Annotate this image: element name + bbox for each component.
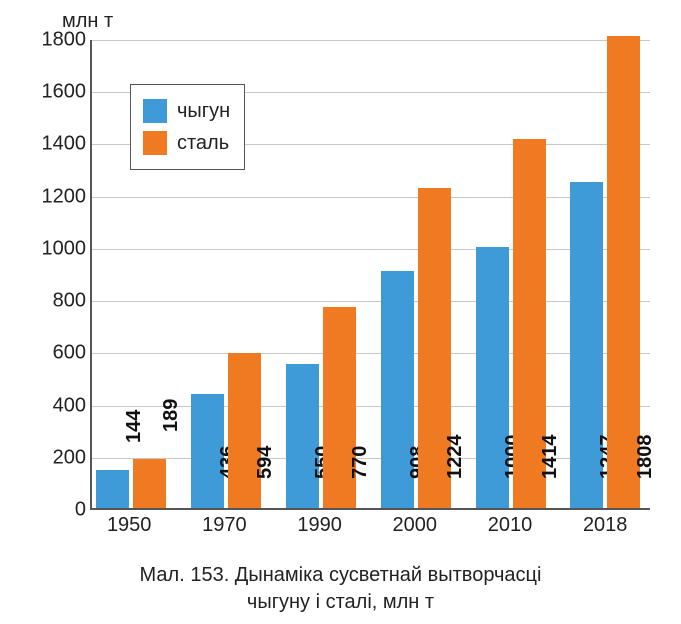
bar-group: 144189 <box>96 459 166 508</box>
y-tick-label: 400 <box>53 394 86 417</box>
legend-item: сталь <box>143 127 230 159</box>
bar: 144 <box>96 470 129 508</box>
x-tick-label: 2010 <box>488 514 533 537</box>
legend: чыгунсталь <box>130 84 245 170</box>
y-tick-label: 800 <box>53 290 86 313</box>
bar-value-label: 770 <box>349 446 372 479</box>
y-tick-label: 1200 <box>42 185 87 208</box>
bar: 1000 <box>476 247 509 508</box>
x-tick-label: 1990 <box>297 514 342 537</box>
bar: 1224 <box>418 188 451 508</box>
bar-group: 9081224 <box>381 188 451 508</box>
bar-group: 10001414 <box>476 139 546 508</box>
caption-line-1: Мал. 153. Дынаміка сусветнай вытворчасці <box>140 564 542 586</box>
legend-swatch <box>143 131 167 155</box>
gridline <box>92 40 650 41</box>
y-tick-label: 200 <box>53 446 86 469</box>
bar-value-label: 1414 <box>539 435 562 480</box>
legend-swatch <box>143 99 167 123</box>
y-tick-label: 1800 <box>42 29 87 52</box>
bar: 770 <box>323 307 356 508</box>
y-tick-label: 1400 <box>42 133 87 156</box>
gridline <box>92 249 650 250</box>
chart-container: млн т 1441894365945507709081224100014141… <box>10 10 670 550</box>
bar: 1247 <box>570 182 603 508</box>
bar-value-label: 1808 <box>634 435 657 480</box>
bar-group: 436594 <box>191 353 261 508</box>
bar: 436 <box>191 394 224 508</box>
bar-group: 550770 <box>286 307 356 508</box>
bar: 908 <box>381 271 414 508</box>
bar: 550 <box>286 364 319 508</box>
y-tick-label: 1000 <box>42 237 87 260</box>
x-tick-label: 2018 <box>583 514 628 537</box>
legend-item: чыгун <box>143 95 230 127</box>
bar-group: 12471808 <box>570 36 640 508</box>
bar: 189 <box>133 459 166 508</box>
bar: 1808 <box>607 36 640 508</box>
y-tick-label: 0 <box>75 499 86 522</box>
bar: 594 <box>228 353 261 508</box>
gridline <box>92 353 650 354</box>
x-tick-label: 1950 <box>107 514 152 537</box>
caption-line-2: чыгуну і сталі, млн т <box>247 591 434 613</box>
figure-caption: Мал. 153. Дынаміка сусветнай вытворчасці… <box>0 562 681 616</box>
bar-value-label: 189 <box>160 398 183 431</box>
legend-label: чыгун <box>177 95 230 127</box>
bar: 1414 <box>513 139 546 508</box>
bar-value-label: 144 <box>123 410 146 443</box>
gridline <box>92 197 650 198</box>
legend-label: сталь <box>177 127 229 159</box>
gridline <box>92 301 650 302</box>
x-tick-label: 2000 <box>393 514 438 537</box>
x-tick-label: 1970 <box>202 514 247 537</box>
y-tick-label: 600 <box>53 342 86 365</box>
y-tick-label: 1600 <box>42 81 87 104</box>
bar-value-label: 1224 <box>444 435 467 480</box>
bar-value-label: 594 <box>254 446 277 479</box>
